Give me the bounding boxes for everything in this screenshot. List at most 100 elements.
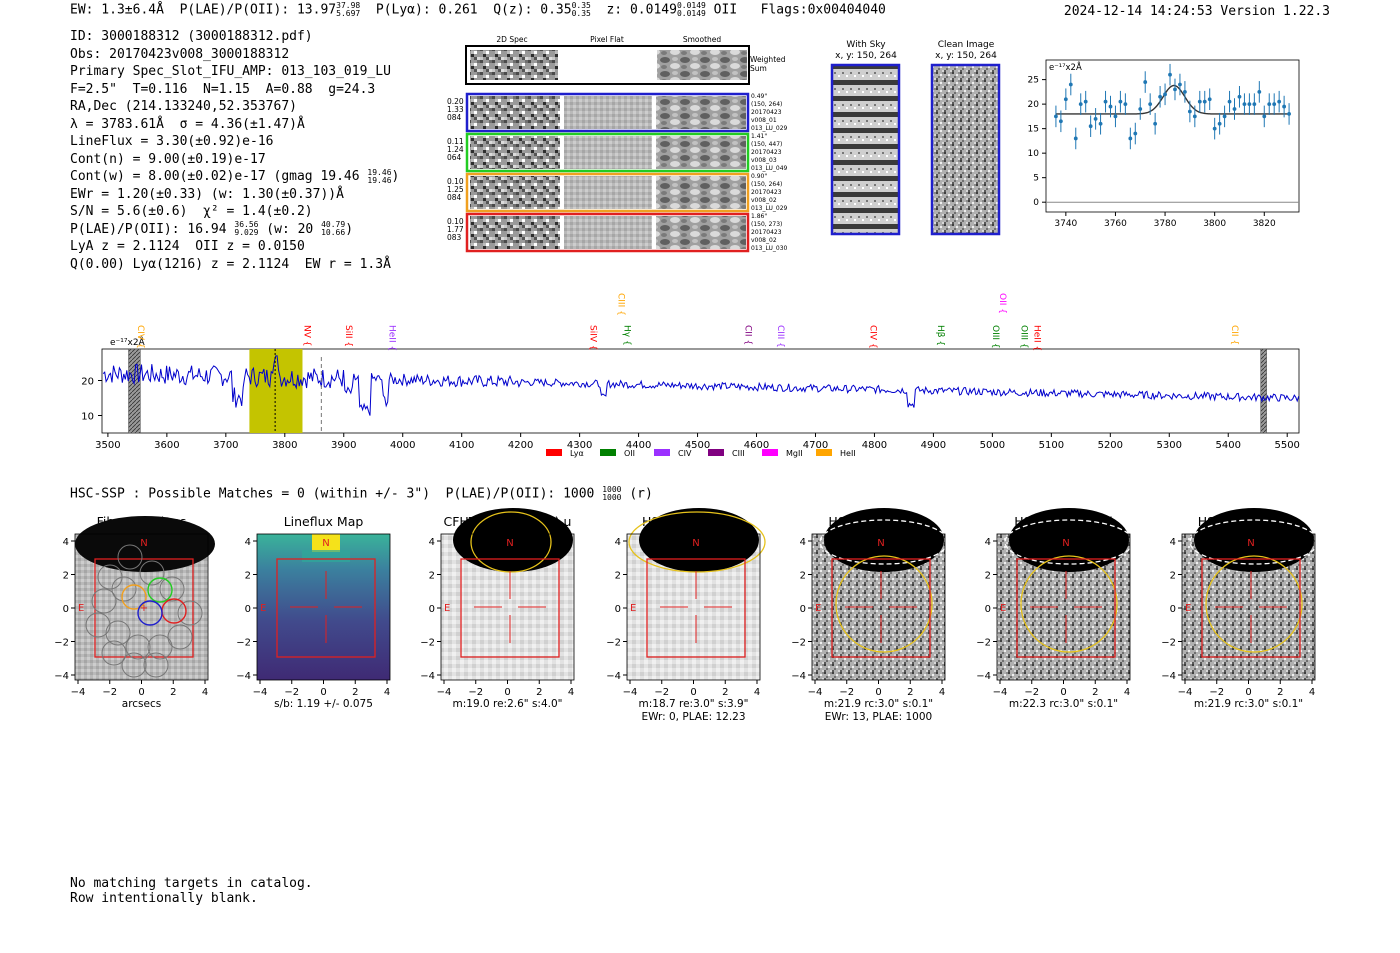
zoom-data-point	[1237, 94, 1242, 99]
info-line: LineFlux = 3.30(±0.92)e-16	[70, 134, 274, 149]
panel-ytick-label: 4	[615, 537, 621, 548]
datetime: 2024-12-14 14:24:53	[1063, 4, 1213, 19]
panel-xtick-label: 2	[352, 687, 358, 698]
legend-label: CIV	[678, 449, 692, 458]
fiber-right-info: 20170423	[751, 109, 782, 116]
zoom-xtick-label: 3760	[1104, 219, 1127, 229]
fiber-right-info: (150, 264)	[751, 101, 782, 108]
zoom-data-point	[1242, 102, 1247, 107]
clean-image	[930, 63, 1001, 236]
fiber-circle	[105, 620, 131, 646]
fiber-left-stat: 064	[447, 153, 462, 162]
fiber-circle	[117, 544, 143, 570]
legend-label: CIII	[732, 449, 745, 458]
zoom-data-point	[1187, 109, 1192, 114]
panel-xtick-label: 2	[1092, 687, 1098, 698]
panel-image	[812, 534, 945, 680]
zoom-xtick-label: 3780	[1154, 219, 1177, 229]
masked-region	[128, 348, 141, 434]
panel-ytick-label: 4	[985, 537, 991, 548]
zoom-xtick-label: 3740	[1054, 219, 1077, 229]
plya-value: P(Lyα): 0.261	[375, 2, 478, 18]
fiber-pixel-flat	[564, 136, 652, 169]
target-box	[276, 558, 376, 658]
info-line: λ = 3783.61Å σ = 4.36(±1.47)Å	[70, 116, 305, 132]
panel-ytick-label: −4	[1161, 671, 1176, 682]
z-line: OII	[713, 2, 738, 18]
fiber-right-info: 20170423	[751, 189, 782, 196]
spectrum-xtick-label: 5300	[1157, 440, 1182, 451]
spectrum-xtick-label: 4300	[567, 440, 592, 451]
panel-xtick-label: −2	[102, 687, 117, 698]
panel-xtick-label: −2	[1024, 687, 1039, 698]
spectrum-xtick-label: 4100	[449, 440, 474, 451]
panel-title: CFHTLS/Meg(26.8) u	[444, 514, 572, 529]
line-label: SiII {	[343, 325, 353, 347]
spectrum-xtick-label: 4800	[862, 440, 887, 451]
north-label: N	[140, 538, 147, 549]
fiber-right-info: 013_LU_029	[751, 125, 788, 132]
fiber-row-frame	[465, 212, 750, 253]
north-label: N	[877, 538, 884, 549]
panel-ytick-label: −4	[606, 671, 621, 682]
zoom-data-point	[1138, 107, 1143, 111]
fiber-right-info: (150, 447)	[751, 141, 782, 148]
aperture-dashed-ellipse	[1189, 519, 1319, 565]
zoom-data-point	[1083, 99, 1088, 104]
line-fit-plot: 3740 3760 3780 3800 3820 0 5 10 15 20 25 e⁻¹⁷x2Å	[1028, 59, 1300, 229]
panel-image	[1182, 534, 1315, 680]
fiber-left-stat: 1.25	[447, 185, 464, 194]
fiber-circle	[177, 600, 203, 626]
zoom-data-point	[1192, 114, 1197, 119]
panel-subtitle: m:21.9 rc:3.0" s:0.1"	[1194, 698, 1303, 710]
info-line: EWr = 1.20(±0.33) (w: 1.30(±0.37))Å	[70, 186, 344, 202]
zoom-data-point	[1252, 102, 1257, 107]
fiber-right-info: 0.49"	[751, 93, 767, 100]
panel-ytick-label: −2	[976, 638, 991, 649]
zoom-data-point	[1068, 82, 1073, 87]
panel-xtick-label: 0	[320, 687, 326, 698]
zoom-xtick-label: 3800	[1203, 219, 1226, 229]
panel-xtick-label: 2	[1277, 687, 1283, 698]
fiber-row-frame	[465, 132, 750, 173]
masked-region	[1260, 348, 1267, 434]
line-label: CIV {	[135, 325, 145, 349]
zoom-data-point	[1168, 72, 1172, 77]
zoom-data-point	[1212, 126, 1217, 131]
east-label: E	[444, 603, 450, 614]
info-line: S/N = 5.6(±0.6) χ² = 1.4(±0.2)	[70, 204, 313, 219]
image-panel: Lineflux Map N E −4 −2 0 2 4 4 2 0 −2 −4 s/b: 1.19 +/…	[236, 514, 391, 710]
fiber-circle	[121, 652, 147, 678]
zoom-data-point	[1118, 99, 1123, 104]
legend-swatch	[816, 449, 832, 456]
panel-xtick-label: −4	[623, 687, 638, 698]
target-box	[646, 558, 746, 658]
legend-label: HeII	[840, 449, 856, 458]
panel-xtick-label: 2	[722, 687, 728, 698]
zoom-data-point	[1093, 116, 1098, 121]
panel-xtick-label: −4	[437, 687, 452, 698]
spectrum-xtick-label: 4700	[803, 440, 828, 451]
fiber-smoothed	[656, 216, 746, 249]
panel-image	[997, 534, 1130, 680]
spectrum-ytick-label: 20	[81, 377, 94, 388]
panel-xtick-label: 0	[504, 687, 510, 698]
version: Version 1.22.3	[1220, 4, 1330, 19]
zoom-xtick-label: 3820	[1253, 219, 1276, 229]
panel-title: HSC SSP(25.5) z	[1198, 514, 1300, 529]
panel-xtick-label: 2	[536, 687, 542, 698]
spectrum-xtick-label: 3900	[331, 440, 356, 451]
fiber-circle-blue	[137, 600, 163, 626]
panel-title: Lineflux Map	[284, 514, 364, 529]
panel-xtick-label: −4	[1178, 687, 1193, 698]
line-label: OIII {	[1018, 325, 1028, 349]
info-line: Primary Spec_Slot_IFU_AMP: 013_103_019_L…	[70, 64, 391, 79]
line-label: CII {	[1229, 325, 1239, 345]
spectrum-xtick-label: 5000	[980, 440, 1005, 451]
zoom-data-point	[1227, 99, 1232, 104]
fiber-smoothed	[656, 96, 746, 129]
zoom-data-point	[1207, 97, 1212, 102]
panel-ytick-label: 4	[63, 537, 69, 548]
